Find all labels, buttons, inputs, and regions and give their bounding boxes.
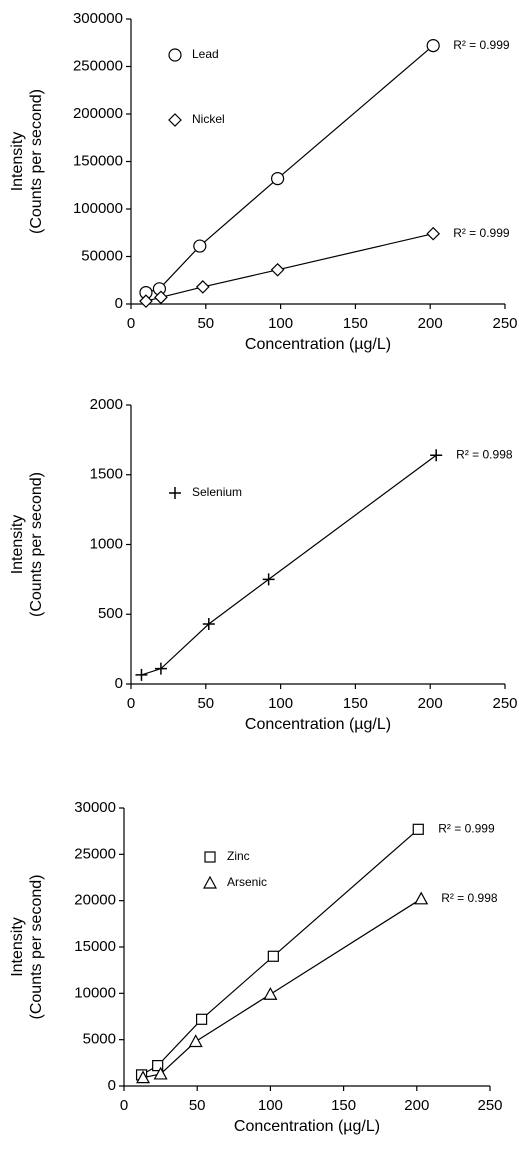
fit-line <box>145 233 434 302</box>
marker <box>154 662 167 675</box>
y-tick-label: 0 <box>108 1077 116 1094</box>
x-tick-label: 250 <box>492 695 517 712</box>
y-tick-label: 1500 <box>90 466 123 483</box>
marker <box>414 891 429 905</box>
r-squared-annotation: R² = 0.999 <box>438 821 495 835</box>
x-axis-label: Concentration (µg/L) <box>245 716 391 733</box>
y-tick-label: 30000 <box>74 799 116 816</box>
y-tick-label: 0 <box>115 295 123 312</box>
r-squared-annotation: R² = 0.999 <box>453 226 510 240</box>
x-tick-label: 250 <box>477 1097 502 1114</box>
x-tick-label: 200 <box>418 315 443 332</box>
y-tick-label: 200000 <box>73 105 123 122</box>
y-tick-label: 150000 <box>73 152 123 169</box>
legend-label: Zinc <box>227 849 250 863</box>
marker <box>195 280 210 294</box>
marker <box>152 1060 164 1072</box>
y-tick-label: 0 <box>115 675 123 692</box>
y-axis-label: Intensity <box>9 917 26 977</box>
y-tick-label: 25000 <box>74 845 116 862</box>
x-tick-label: 50 <box>189 1097 206 1114</box>
marker <box>153 1066 168 1080</box>
y-axis-label: Intensity <box>9 515 26 575</box>
fit-line <box>145 45 434 294</box>
r-squared-annotation: R² = 0.998 <box>456 447 513 461</box>
marker <box>195 1013 208 1025</box>
fit-line <box>142 898 422 1079</box>
y-axis-label: (Counts per second) <box>28 472 45 617</box>
x-tick-label: 200 <box>418 695 443 712</box>
y-tick-label: 500 <box>98 605 123 622</box>
legend-label: Lead <box>192 47 219 61</box>
legend-marker <box>168 113 182 127</box>
y-tick-label: 1000 <box>90 535 123 552</box>
fit-line <box>141 828 419 1076</box>
marker <box>267 950 279 962</box>
x-axis-label: Concentration (µg/L) <box>234 1118 380 1135</box>
marker <box>426 38 440 53</box>
y-tick-label: 100000 <box>73 200 123 217</box>
marker <box>154 290 168 305</box>
marker <box>271 172 285 186</box>
x-tick-label: 50 <box>197 315 214 332</box>
x-tick-label: 250 <box>492 315 517 332</box>
marker <box>193 239 207 253</box>
x-tick-label: 0 <box>120 1097 128 1114</box>
marker <box>426 226 441 241</box>
marker <box>412 823 424 835</box>
legend-marker <box>202 875 218 889</box>
y-tick-label: 250000 <box>73 57 123 74</box>
x-tick-label: 0 <box>127 315 135 332</box>
y-axis-label: (Counts per second) <box>28 89 45 234</box>
x-axis-label: Concentration (µg/L) <box>245 336 391 353</box>
marker <box>136 1070 151 1084</box>
r-squared-annotation: R² = 0.998 <box>441 891 498 905</box>
y-tick-label: 20000 <box>74 892 116 909</box>
x-tick-label: 150 <box>343 695 368 712</box>
y-tick-label: 300000 <box>73 10 123 27</box>
y-tick-label: 15000 <box>74 938 116 955</box>
y-tick-label: 2000 <box>90 396 123 413</box>
legend-label: Selenium <box>192 485 242 499</box>
x-tick-label: 100 <box>258 1097 283 1114</box>
legend-marker <box>168 48 182 62</box>
x-tick-label: 100 <box>268 695 293 712</box>
x-tick-label: 50 <box>197 695 214 712</box>
x-tick-label: 200 <box>404 1097 429 1114</box>
r-squared-annotation: R² = 0.999 <box>453 38 510 52</box>
x-tick-label: 150 <box>331 1097 356 1114</box>
y-tick-label: 10000 <box>74 984 116 1001</box>
y-tick-label: 5000 <box>83 1031 116 1048</box>
marker <box>262 573 275 586</box>
x-tick-label: 0 <box>127 695 135 712</box>
marker <box>139 294 153 308</box>
marker <box>188 1034 203 1048</box>
x-tick-label: 100 <box>268 315 293 332</box>
marker <box>202 618 215 631</box>
y-axis-label: Intensity <box>9 132 26 192</box>
marker <box>430 449 443 462</box>
fit-line <box>141 454 437 676</box>
legend-label: Arsenic <box>227 875 267 889</box>
y-tick-label: 50000 <box>81 247 123 264</box>
legend-marker <box>204 851 216 863</box>
x-tick-label: 150 <box>343 315 368 332</box>
marker <box>263 987 278 1000</box>
marker <box>270 262 285 277</box>
marker <box>135 668 148 681</box>
legend-label: Nickel <box>192 112 225 126</box>
y-axis-label: (Counts per second) <box>28 875 45 1020</box>
legend-marker <box>169 487 181 499</box>
